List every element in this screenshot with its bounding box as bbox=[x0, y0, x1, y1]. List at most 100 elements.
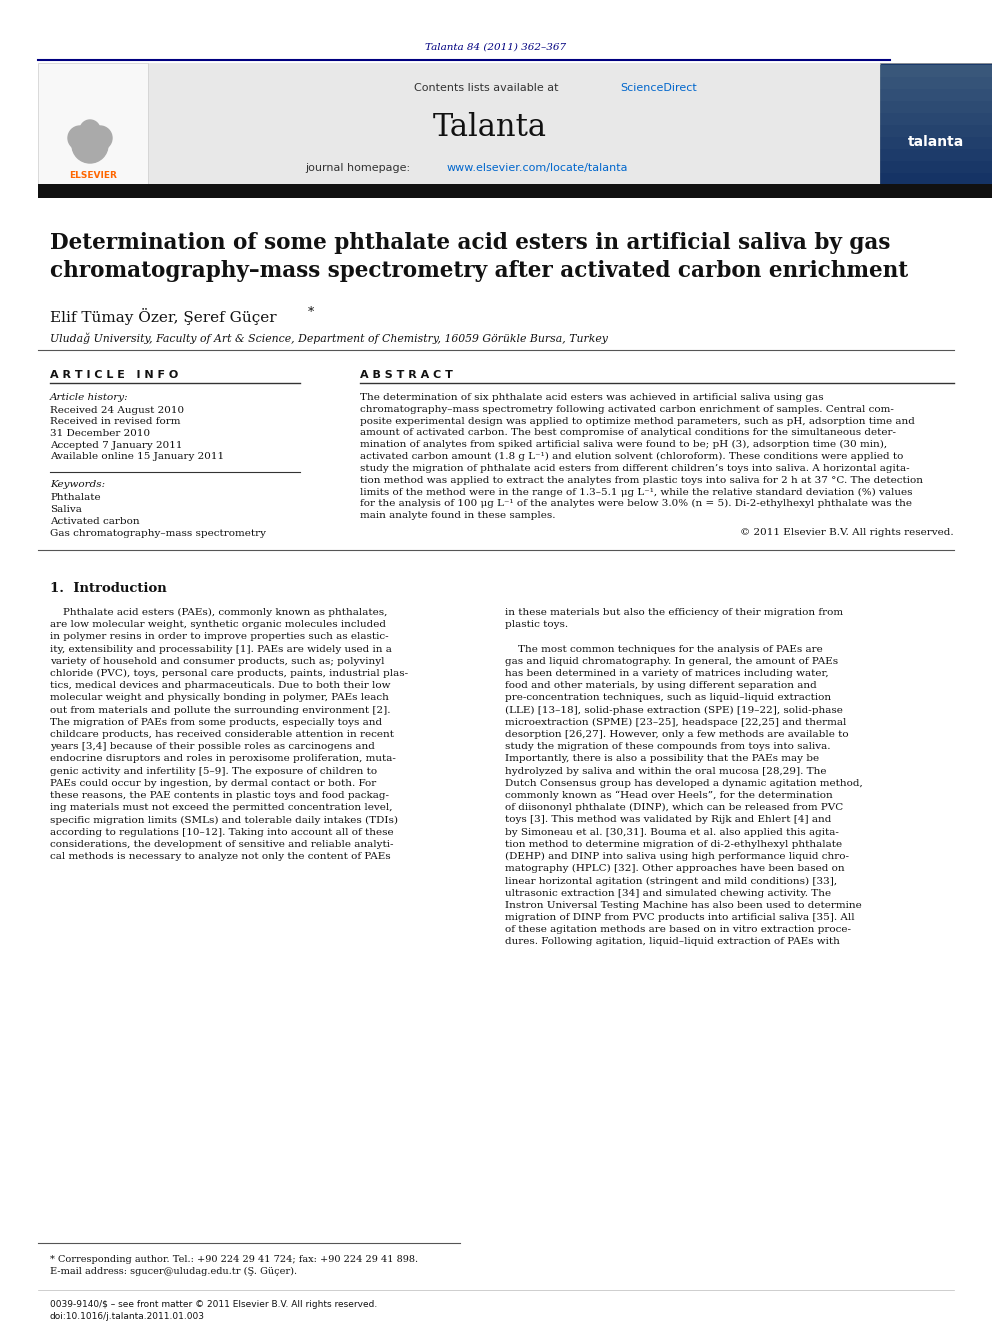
Text: activated carbon amount (1.8 g L⁻¹) and elution solvent (chloroform). These cond: activated carbon amount (1.8 g L⁻¹) and … bbox=[360, 452, 904, 462]
Text: 31 December 2010: 31 December 2010 bbox=[50, 429, 150, 438]
Text: commonly known as “Head over Heels”, for the determination: commonly known as “Head over Heels”, for… bbox=[505, 791, 832, 800]
Text: study the migration of phthalate acid esters from different children’s toys into: study the migration of phthalate acid es… bbox=[360, 464, 910, 472]
Text: posite experimental design was applied to optimize method parameters, such as pH: posite experimental design was applied t… bbox=[360, 417, 915, 426]
Text: * Corresponding author. Tel.: +90 224 29 41 724; fax: +90 224 29 41 898.: * Corresponding author. Tel.: +90 224 29… bbox=[50, 1256, 418, 1263]
Text: for the analysis of 100 μg L⁻¹ of the analytes were below 3.0% (n = 5). Di-2-eth: for the analysis of 100 μg L⁻¹ of the an… bbox=[360, 499, 912, 508]
Text: molecular weight and physically bonding in polymer, PAEs leach: molecular weight and physically bonding … bbox=[50, 693, 389, 703]
Text: chromatography–mass spectrometry following activated carbon enrichment of sample: chromatography–mass spectrometry followi… bbox=[360, 405, 894, 414]
Text: childcare products, has received considerable attention in recent: childcare products, has received conside… bbox=[50, 730, 394, 740]
Bar bbox=[880, 65, 992, 77]
Text: Importantly, there is also a possibility that the PAEs may be: Importantly, there is also a possibility… bbox=[505, 754, 819, 763]
Text: Uludağ University, Faculty of Art & Science, Department of Chemistry, 16059 Görü: Uludağ University, Faculty of Art & Scie… bbox=[50, 333, 608, 344]
Text: gas and liquid chromatography. In general, the amount of PAEs: gas and liquid chromatography. In genera… bbox=[505, 656, 838, 665]
Text: of these agitation methods are based on in vitro extraction proce-: of these agitation methods are based on … bbox=[505, 925, 851, 934]
Bar bbox=[880, 173, 992, 185]
Bar bbox=[880, 161, 992, 173]
Text: tics, medical devices and pharmaceuticals. Due to both their low: tics, medical devices and pharmaceutical… bbox=[50, 681, 391, 691]
Text: © 2011 Elsevier B.V. All rights reserved.: © 2011 Elsevier B.V. All rights reserved… bbox=[740, 528, 954, 537]
Text: ity, extensibility and processability [1]. PAEs are widely used in a: ity, extensibility and processability [1… bbox=[50, 644, 392, 654]
Text: has been determined in a variety of matrices including water,: has been determined in a variety of matr… bbox=[505, 669, 828, 677]
Text: hydrolyzed by saliva and within the oral mucosa [28,29]. The: hydrolyzed by saliva and within the oral… bbox=[505, 766, 826, 775]
Bar bbox=[148, 64, 880, 185]
Text: limits of the method were in the range of 1.3–5.1 μg L⁻¹, while the relative sta: limits of the method were in the range o… bbox=[360, 487, 913, 496]
Text: are low molecular weight, synthetic organic molecules included: are low molecular weight, synthetic orga… bbox=[50, 620, 386, 630]
Text: talanta: talanta bbox=[908, 135, 964, 149]
Text: Phthalate: Phthalate bbox=[50, 493, 100, 501]
Text: ScienceDirect: ScienceDirect bbox=[620, 83, 696, 93]
Bar bbox=[880, 112, 992, 124]
Text: 0039-9140/$ – see front matter © 2011 Elsevier B.V. All rights reserved.: 0039-9140/$ – see front matter © 2011 El… bbox=[50, 1301, 377, 1308]
Text: Article history:: Article history: bbox=[50, 393, 129, 402]
Text: study the migration of these compounds from toys into saliva.: study the migration of these compounds f… bbox=[505, 742, 830, 751]
Text: Received 24 August 2010: Received 24 August 2010 bbox=[50, 406, 185, 415]
Text: Elif Tümay Özer, Şeref Güçer: Elif Tümay Özer, Şeref Güçer bbox=[50, 308, 277, 325]
Text: cal methods is necessary to analyze not only the content of PAEs: cal methods is necessary to analyze not … bbox=[50, 852, 391, 861]
Text: Talanta 84 (2011) 362–367: Talanta 84 (2011) 362–367 bbox=[426, 42, 566, 52]
Text: Saliva: Saliva bbox=[50, 505, 82, 515]
Bar bbox=[38, 64, 148, 185]
Circle shape bbox=[88, 126, 112, 149]
Text: Keywords:: Keywords: bbox=[50, 480, 105, 490]
Text: Available online 15 January 2011: Available online 15 January 2011 bbox=[50, 452, 224, 460]
Text: considerations, the development of sensitive and reliable analyti-: considerations, the development of sensi… bbox=[50, 840, 394, 849]
Text: Instron Universal Testing Machine has also been used to determine: Instron Universal Testing Machine has al… bbox=[505, 901, 862, 910]
Text: specific migration limits (SMLs) and tolerable daily intakes (TDIs): specific migration limits (SMLs) and tol… bbox=[50, 815, 398, 824]
Text: chloride (PVC), toys, personal care products, paints, industrial plas-: chloride (PVC), toys, personal care prod… bbox=[50, 669, 408, 679]
Bar bbox=[88, 140, 92, 160]
Text: food and other materials, by using different separation and: food and other materials, by using diffe… bbox=[505, 681, 816, 691]
Text: 1.  Introduction: 1. Introduction bbox=[50, 582, 167, 595]
Text: E-mail address: sgucer@uludag.edu.tr (Ş. Güçer).: E-mail address: sgucer@uludag.edu.tr (Ş.… bbox=[50, 1267, 298, 1277]
Text: plastic toys.: plastic toys. bbox=[505, 620, 568, 630]
Text: of diisononyl phthalate (DINP), which can be released from PVC: of diisononyl phthalate (DINP), which ca… bbox=[505, 803, 843, 812]
Text: amount of activated carbon. The best compromise of analytical conditions for the: amount of activated carbon. The best com… bbox=[360, 429, 896, 438]
Text: Accepted 7 January 2011: Accepted 7 January 2011 bbox=[50, 441, 183, 450]
Text: variety of household and consumer products, such as; polyvinyl: variety of household and consumer produc… bbox=[50, 656, 385, 665]
Text: Determination of some phthalate acid esters in artificial saliva by gas
chromato: Determination of some phthalate acid est… bbox=[50, 232, 908, 282]
Text: in polymer resins in order to improve properties such as elastic-: in polymer resins in order to improve pr… bbox=[50, 632, 389, 642]
Text: (DEHP) and DINP into saliva using high performance liquid chro-: (DEHP) and DINP into saliva using high p… bbox=[505, 852, 849, 861]
Text: matography (HPLC) [32]. Other approaches have been based on: matography (HPLC) [32]. Other approaches… bbox=[505, 864, 844, 873]
Text: Dutch Consensus group has developed a dynamic agitation method,: Dutch Consensus group has developed a dy… bbox=[505, 779, 863, 787]
Text: tion method to determine migration of di-2-ethylhexyl phthalate: tion method to determine migration of di… bbox=[505, 840, 842, 849]
Text: endocrine disruptors and roles in peroxisome proliferation, muta-: endocrine disruptors and roles in peroxi… bbox=[50, 754, 396, 763]
Text: The most common techniques for the analysis of PAEs are: The most common techniques for the analy… bbox=[505, 644, 822, 654]
Bar bbox=[38, 184, 992, 198]
Bar bbox=[880, 124, 992, 138]
Text: out from materials and pollute the surrounding environment [2].: out from materials and pollute the surro… bbox=[50, 705, 391, 714]
Text: PAEs could occur by ingestion, by dermal contact or both. For: PAEs could occur by ingestion, by dermal… bbox=[50, 779, 376, 787]
Text: mination of analytes from spiked artificial saliva were found to be; pH (3), ads: mination of analytes from spiked artific… bbox=[360, 441, 887, 450]
Text: linear horizontal agitation (stringent and mild conditions) [33],: linear horizontal agitation (stringent a… bbox=[505, 876, 837, 885]
Text: ultrasonic extraction [34] and simulated chewing activity. The: ultrasonic extraction [34] and simulated… bbox=[505, 889, 831, 897]
Text: microextraction (SPME) [23–25], headspace [22,25] and thermal: microextraction (SPME) [23–25], headspac… bbox=[505, 718, 846, 726]
Text: pre-concentration techniques, such as liquid–liquid extraction: pre-concentration techniques, such as li… bbox=[505, 693, 831, 703]
Bar bbox=[880, 77, 992, 89]
Text: tion method was applied to extract the analytes from plastic toys into saliva fo: tion method was applied to extract the a… bbox=[360, 475, 923, 484]
Text: ing materials must not exceed the permitted concentration level,: ing materials must not exceed the permit… bbox=[50, 803, 393, 812]
Text: toys [3]. This method was validated by Rijk and Ehlert [4] and: toys [3]. This method was validated by R… bbox=[505, 815, 831, 824]
Bar bbox=[880, 64, 992, 185]
Text: The determination of six phthalate acid esters was achieved in artificial saliva: The determination of six phthalate acid … bbox=[360, 393, 823, 402]
Text: Received in revised form: Received in revised form bbox=[50, 418, 181, 426]
Text: doi:10.1016/j.talanta.2011.01.003: doi:10.1016/j.talanta.2011.01.003 bbox=[50, 1312, 205, 1320]
Circle shape bbox=[68, 126, 92, 149]
Text: Talanta: Talanta bbox=[433, 112, 547, 143]
Text: A B S T R A C T: A B S T R A C T bbox=[360, 370, 453, 380]
Text: these reasons, the PAE contents in plastic toys and food packag-: these reasons, the PAE contents in plast… bbox=[50, 791, 389, 800]
Text: *: * bbox=[308, 306, 314, 319]
Text: Gas chromatography–mass spectrometry: Gas chromatography–mass spectrometry bbox=[50, 529, 266, 538]
Text: A R T I C L E   I N F O: A R T I C L E I N F O bbox=[50, 370, 179, 380]
Text: Contents lists available at: Contents lists available at bbox=[414, 83, 562, 93]
Text: migration of DINP from PVC products into artificial saliva [35]. All: migration of DINP from PVC products into… bbox=[505, 913, 855, 922]
Text: ELSEVIER: ELSEVIER bbox=[69, 172, 117, 180]
Text: Phthalate acid esters (PAEs), commonly known as phthalates,: Phthalate acid esters (PAEs), commonly k… bbox=[50, 609, 387, 617]
Circle shape bbox=[72, 127, 108, 163]
Text: desorption [26,27]. However, only a few methods are available to: desorption [26,27]. However, only a few … bbox=[505, 730, 848, 740]
Text: according to regulations [10–12]. Taking into account all of these: according to regulations [10–12]. Taking… bbox=[50, 828, 394, 836]
Text: www.elsevier.com/locate/talanta: www.elsevier.com/locate/talanta bbox=[447, 163, 629, 173]
Bar bbox=[880, 149, 992, 161]
Bar bbox=[880, 138, 992, 149]
Bar bbox=[880, 101, 992, 112]
Text: journal homepage:: journal homepage: bbox=[305, 163, 414, 173]
Text: in these materials but also the efficiency of their migration from: in these materials but also the efficien… bbox=[505, 609, 843, 617]
Bar bbox=[880, 89, 992, 101]
